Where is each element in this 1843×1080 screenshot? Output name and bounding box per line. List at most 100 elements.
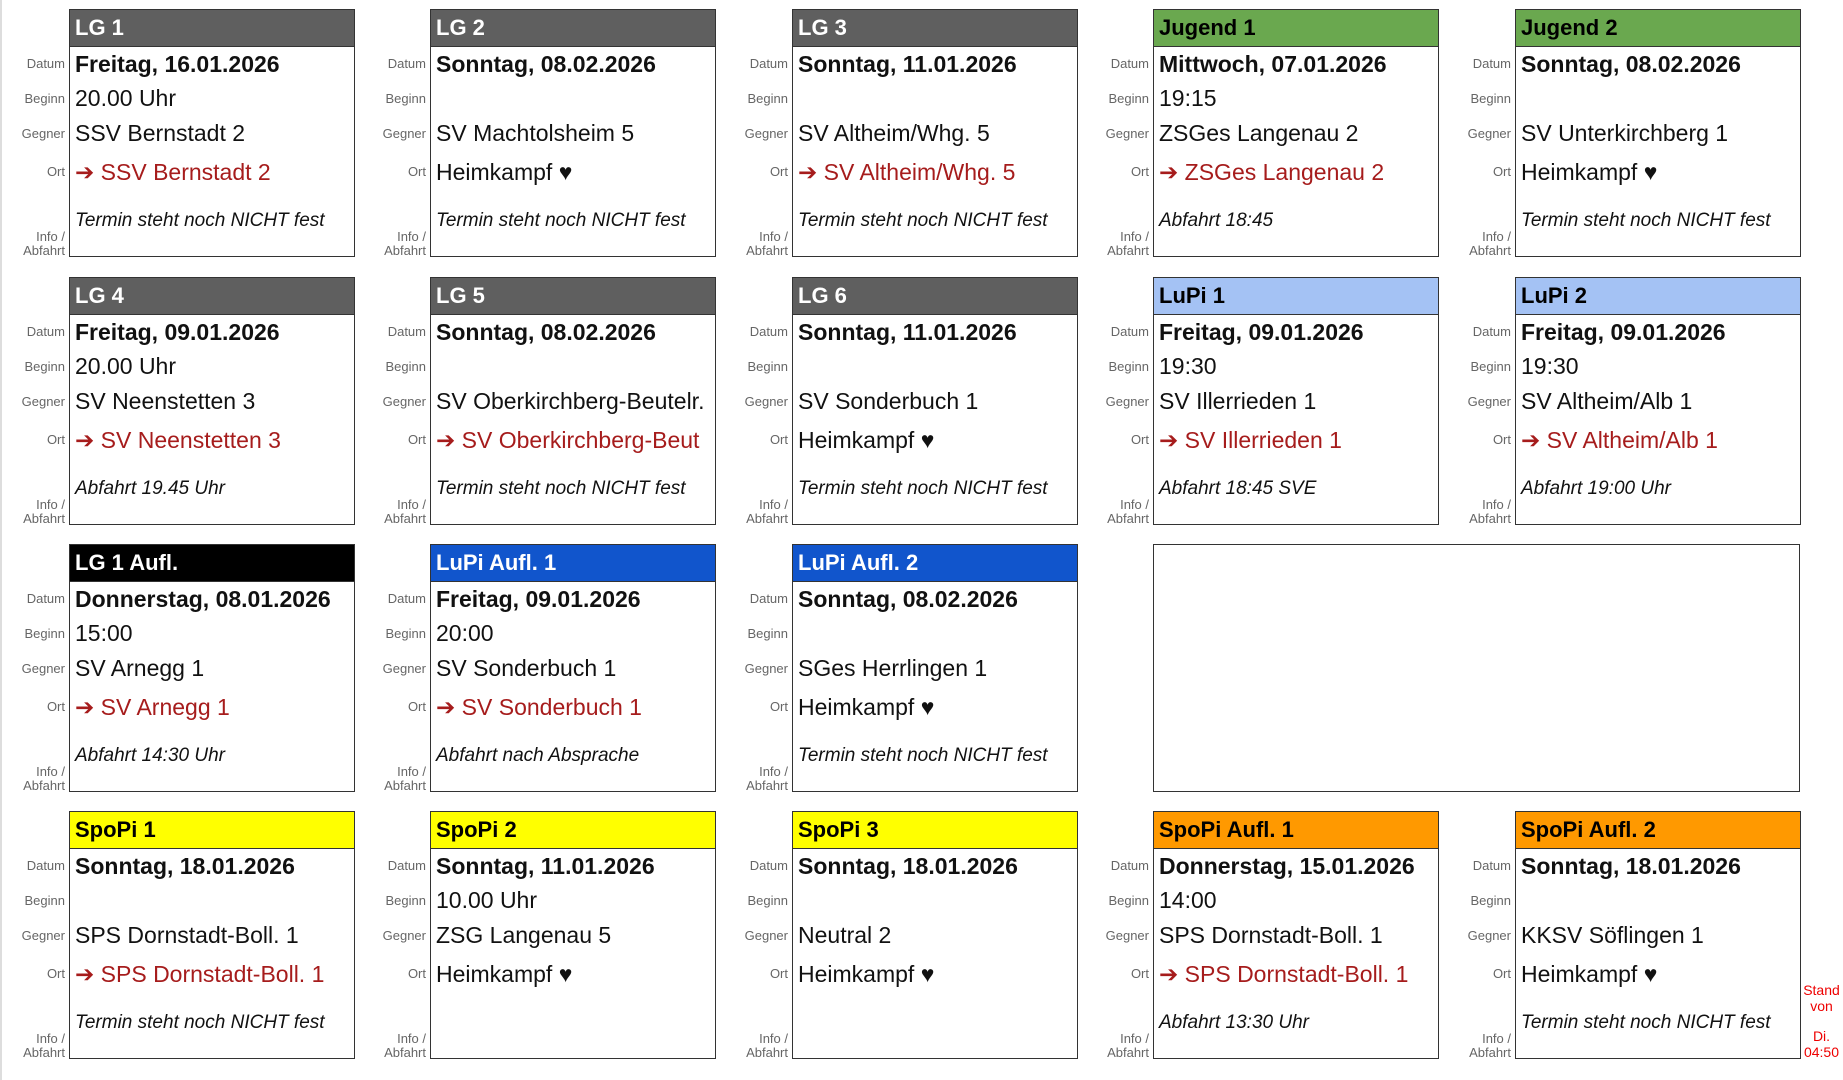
match-location: ➔ SV Altheim/Whg. 5 xyxy=(798,159,1016,185)
match-date: Freitag, 09.01.2026 xyxy=(1521,319,1726,345)
match-info: Termin steht noch NICHT fest xyxy=(1521,210,1771,231)
label-location: Ort xyxy=(46,699,65,714)
label-info-2: Abfahrt xyxy=(746,1045,788,1060)
match-location: ➔ SV Altheim/Alb 1 xyxy=(1521,427,1718,453)
match-date: Donnerstag, 15.01.2026 xyxy=(1159,853,1415,879)
left-border xyxy=(0,0,2,1080)
match-date: Sonntag, 18.01.2026 xyxy=(75,853,295,879)
label-location: Ort xyxy=(407,432,426,447)
team-title: LG 6 xyxy=(793,278,1077,315)
match-location: ➔ SV Neenstetten 3 xyxy=(75,427,281,453)
label-info-2: Abfahrt xyxy=(746,243,788,258)
card-box: LuPi 1 Freitag, 09.01.2026 19:30 SV Ille… xyxy=(1153,277,1439,525)
match-opponent: Neutral 2 xyxy=(798,922,892,948)
label-info-2: Abfahrt xyxy=(23,778,65,793)
label-info-1: Info / xyxy=(759,229,788,244)
team-title: LG 3 xyxy=(793,10,1077,47)
label-date: Datum xyxy=(749,858,788,873)
match-info: Termin steht noch NICHT fest xyxy=(798,478,1048,499)
label-info-1: Info / xyxy=(759,1031,788,1046)
match-time: 20.00 Uhr xyxy=(75,85,177,111)
card-box: SpoPi 2 Sonntag, 11.01.2026 10.00 Uhr ZS… xyxy=(430,811,716,1059)
team-title: SpoPi Aufl. 1 xyxy=(1154,812,1438,849)
label-date: Datum xyxy=(1472,858,1511,873)
label-info-2: Abfahrt xyxy=(384,1045,426,1060)
card-box: Jugend 2 Sonntag, 08.02.2026 SV Unterkir… xyxy=(1515,9,1801,257)
match-card: Datum Beginn Gegner Ort Info / Abfahrt LG… xyxy=(724,277,1080,526)
match-card: Datum Beginn Gegner Ort Info / Abfahrt LG… xyxy=(1,277,357,526)
label-location: Ort xyxy=(769,164,788,179)
label-info-1: Info / xyxy=(36,764,65,779)
label-location: Ort xyxy=(769,432,788,447)
match-opponent: SV Altheim/Alb 1 xyxy=(1521,388,1693,414)
label-info-1: Info / xyxy=(397,229,426,244)
label-info: Info / Abfahrt xyxy=(1107,1032,1149,1060)
match-info: Termin steht noch NICHT fest xyxy=(1521,1012,1771,1033)
label-location: Ort xyxy=(46,966,65,981)
match-date: Sonntag, 08.02.2026 xyxy=(436,51,656,77)
label-date: Datum xyxy=(1110,324,1149,339)
label-info-1: Info / xyxy=(36,1031,65,1046)
card-box: Jugend 1 Mittwoch, 07.01.2026 19:15 ZSGe… xyxy=(1153,9,1439,257)
match-card: Datum Beginn Gegner Ort Info / Abfahrt LG… xyxy=(1,544,357,793)
match-location: Heimkampf ♥ xyxy=(1521,159,1658,185)
team-title: Jugend 2 xyxy=(1516,10,1800,47)
label-opponent: Gegner xyxy=(1467,126,1511,141)
label-opponent: Gegner xyxy=(21,661,65,676)
match-date: Donnerstag, 08.01.2026 xyxy=(75,586,331,612)
label-start: Beginn xyxy=(747,91,788,106)
match-time: 20:00 xyxy=(436,620,494,646)
match-location: Heimkampf ♥ xyxy=(798,694,935,720)
label-start: Beginn xyxy=(1470,359,1511,374)
match-opponent: SV Oberkirchberg-Beutelr. xyxy=(436,388,705,414)
label-info: Info / Abfahrt xyxy=(384,230,426,258)
label-info-2: Abfahrt xyxy=(1107,243,1149,258)
label-info: Info / Abfahrt xyxy=(1107,230,1149,258)
label-opponent: Gegner xyxy=(1467,394,1511,409)
label-start: Beginn xyxy=(24,893,65,908)
label-start: Beginn xyxy=(24,626,65,641)
card-box: LG 2 Sonntag, 08.02.2026 SV Machtolsheim… xyxy=(430,9,716,257)
label-start: Beginn xyxy=(1108,359,1149,374)
label-info-2: Abfahrt xyxy=(746,511,788,526)
label-date: Datum xyxy=(26,56,65,71)
match-info: Abfahrt nach Absprache xyxy=(436,745,640,766)
match-opponent: SV Sonderbuch 1 xyxy=(436,655,617,681)
match-card: Datum Beginn Gegner Ort Info / Abfahrt Sp… xyxy=(1085,811,1441,1060)
card-box: LuPi Aufl. 2 Sonntag, 08.02.2026 SGes He… xyxy=(792,544,1078,792)
match-date: Sonntag, 18.01.2026 xyxy=(798,853,1018,879)
label-opponent: Gegner xyxy=(21,126,65,141)
match-time: 19:15 xyxy=(1159,85,1217,111)
match-opponent: SSV Bernstadt 2 xyxy=(75,120,246,146)
label-location: Ort xyxy=(46,432,65,447)
match-location: ➔ SSV Bernstadt 2 xyxy=(75,159,271,185)
match-date: Sonntag, 08.02.2026 xyxy=(436,319,656,345)
label-opponent: Gegner xyxy=(744,661,788,676)
match-location: Heimkampf ♥ xyxy=(1521,961,1658,987)
match-opponent: SV Arnegg 1 xyxy=(75,655,205,681)
label-date: Datum xyxy=(749,324,788,339)
team-title: LuPi 2 xyxy=(1516,278,1800,315)
label-date: Datum xyxy=(387,858,426,873)
label-info: Info / Abfahrt xyxy=(746,230,788,258)
label-info-2: Abfahrt xyxy=(384,243,426,258)
label-opponent: Gegner xyxy=(744,928,788,943)
match-time xyxy=(793,81,1077,116)
match-info xyxy=(431,995,715,1055)
label-info-1: Info / xyxy=(759,764,788,779)
label-opponent: Gegner xyxy=(382,394,426,409)
card-box: LG 4 Freitag, 09.01.2026 20.00 Uhr SV Ne… xyxy=(69,277,355,525)
match-info: Termin steht noch NICHT fest xyxy=(436,478,686,499)
label-info: Info / Abfahrt xyxy=(746,1032,788,1060)
label-opponent: Gegner xyxy=(1105,394,1149,409)
label-info: Info / Abfahrt xyxy=(384,765,426,793)
stand-line: Stand xyxy=(1803,982,1840,998)
label-opponent: Gegner xyxy=(21,928,65,943)
label-info-2: Abfahrt xyxy=(1469,511,1511,526)
match-info: Abfahrt 18:45 SVE xyxy=(1159,478,1317,499)
match-info: Termin steht noch NICHT fest xyxy=(798,210,1048,231)
label-location: Ort xyxy=(769,966,788,981)
label-date: Datum xyxy=(749,56,788,71)
match-location: ➔ SPS Dornstadt-Boll. 1 xyxy=(75,961,325,987)
match-time: 19:30 xyxy=(1521,353,1579,379)
